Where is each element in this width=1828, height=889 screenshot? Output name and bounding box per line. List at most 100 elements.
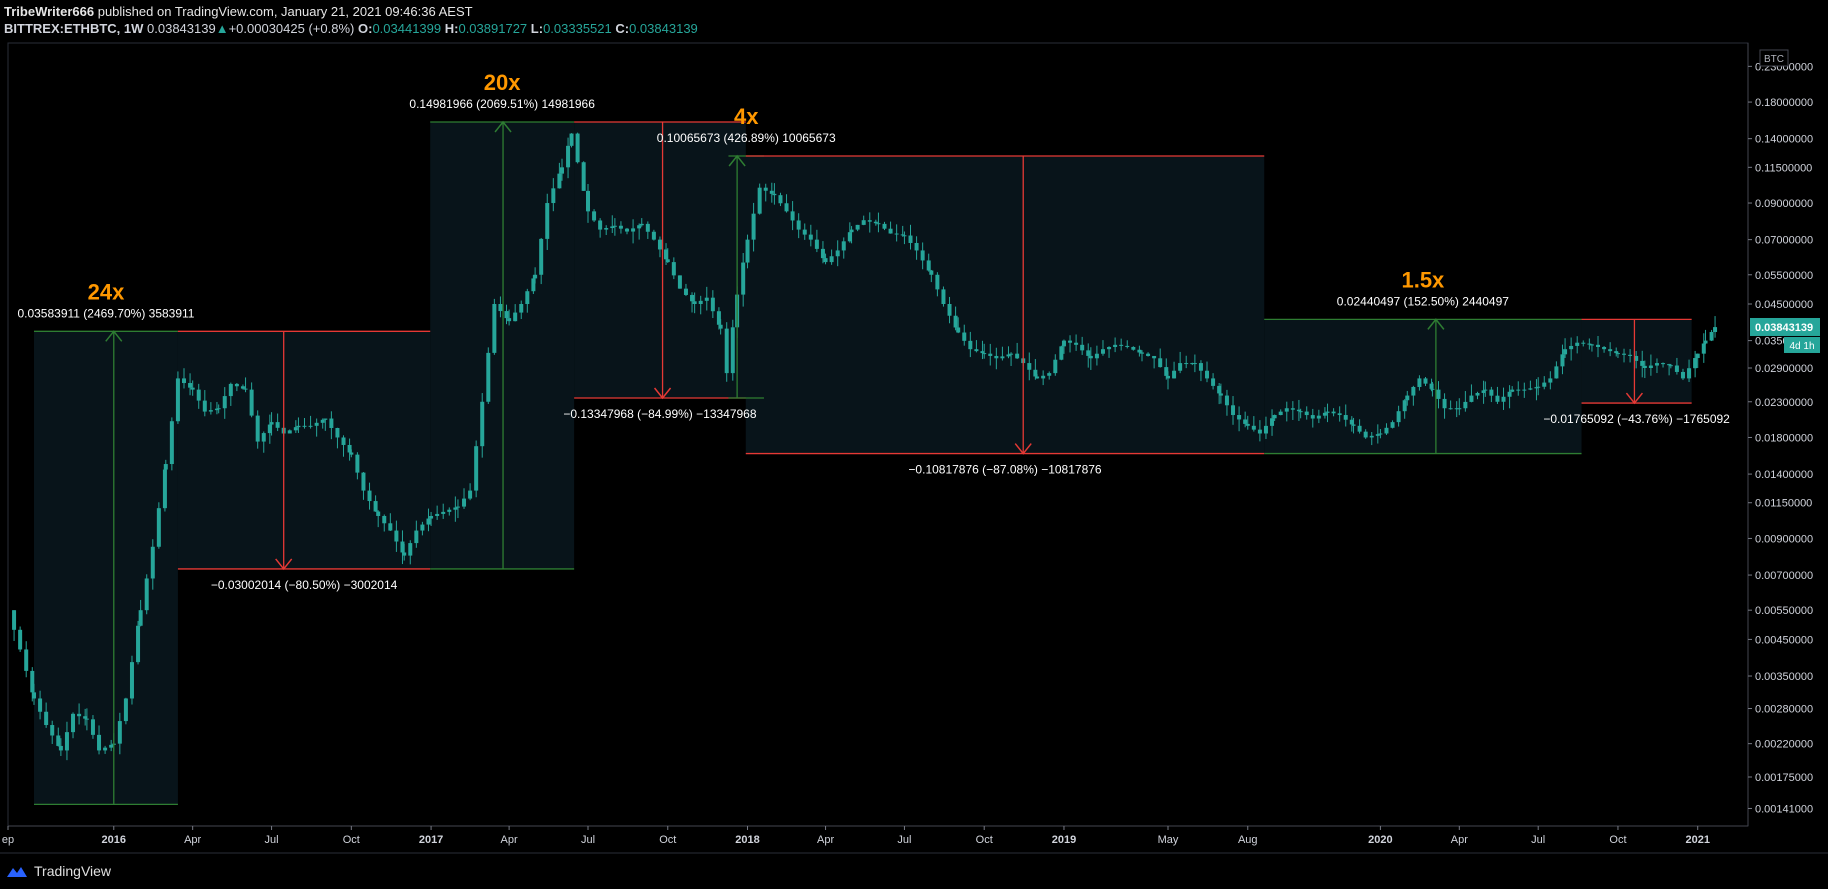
candle-body <box>557 173 562 189</box>
candle-body <box>308 425 313 427</box>
candle <box>902 231 907 245</box>
measure-label: −0.03002014 (−80.50%) −3002014 <box>211 578 398 592</box>
candle-body <box>1100 349 1105 354</box>
fall-measurement[interactable]: −0.01765092 (−43.76%) −1765092 <box>1543 318 1730 426</box>
candle <box>814 229 819 253</box>
candle-body <box>1668 365 1673 367</box>
price-axis[interactable]: 0.230000000.180000000.140000000.11500000… <box>1747 43 1820 826</box>
candle <box>772 183 777 205</box>
candle <box>163 459 168 475</box>
price-tick-label: 0.00450000 <box>1755 634 1813 646</box>
candle-body <box>1429 383 1434 389</box>
candle <box>1575 336 1580 354</box>
candle <box>293 420 298 434</box>
candle <box>1507 385 1512 409</box>
candle <box>610 215 615 234</box>
high-label: H: <box>444 21 459 36</box>
candle <box>1349 416 1354 432</box>
candle-body <box>716 311 721 325</box>
candle-body <box>341 437 346 445</box>
candle-body <box>234 383 239 387</box>
fall-zone <box>177 331 431 569</box>
candle <box>335 427 340 449</box>
candle <box>162 464 167 512</box>
candle <box>287 429 292 434</box>
time-axis[interactable]: ep 2016 Apr Jul Oct 2017 Apr Jul Oct 2018 Apr Jul Oc… <box>2 825 1748 846</box>
candle <box>1642 360 1647 379</box>
symbol-label[interactable]: BITTREX:ETHBTC, 1W <box>4 21 144 36</box>
candle-body <box>1628 354 1633 356</box>
candle-body <box>604 228 609 230</box>
candle-body <box>1615 353 1620 355</box>
candle <box>97 725 102 755</box>
candle-body <box>1667 364 1672 366</box>
candle <box>1304 406 1309 420</box>
candle-body <box>982 353 987 355</box>
candle-body <box>1139 352 1144 354</box>
rise-measurement[interactable]: 0.14981966 (2069.51%) 14981966 20x <box>409 70 595 570</box>
candle-body <box>745 239 750 263</box>
candle <box>1587 338 1592 350</box>
candle-body <box>240 386 245 389</box>
currency-box[interactable] <box>1759 49 1789 67</box>
candle-body <box>1642 365 1647 369</box>
candle-body <box>1674 365 1679 372</box>
candle-body <box>1554 366 1559 379</box>
candle-body <box>1481 390 1486 393</box>
candle <box>1278 409 1283 416</box>
candle-body <box>941 289 946 304</box>
candle-body <box>551 188 556 204</box>
candle <box>847 222 852 243</box>
rise-measurement[interactable]: 0.02440497 (152.50%) 2440497 1.5x <box>1264 267 1582 455</box>
candle-body <box>367 490 372 502</box>
candle <box>138 599 143 627</box>
candle <box>1596 336 1601 358</box>
candle <box>77 703 82 725</box>
candle <box>1615 352 1620 359</box>
candle <box>956 317 961 334</box>
rise-measurement[interactable]: 0.03583911 (2469.70%) 3583911 24x <box>17 279 195 806</box>
candle-body <box>382 515 387 524</box>
price-tick-label: 0.18000000 <box>1755 97 1813 109</box>
candle-body <box>1041 375 1046 379</box>
candle <box>873 219 878 226</box>
candle <box>24 641 29 678</box>
candle-body <box>1563 349 1568 355</box>
candle-body <box>1047 373 1052 376</box>
candle <box>468 483 473 501</box>
rise-measurement[interactable]: 0.10065673 (426.89%) 10065673 4x <box>657 104 836 399</box>
candle <box>1402 399 1407 419</box>
candle-body <box>657 239 662 250</box>
candle-body <box>1164 367 1169 376</box>
candle <box>612 218 617 236</box>
candle <box>849 226 854 244</box>
candle <box>820 241 825 264</box>
candle-body <box>1211 378 1216 386</box>
price-tick-label: 0.00175000 <box>1755 772 1813 784</box>
candle <box>156 502 161 549</box>
candle <box>539 238 544 285</box>
candle-body <box>190 387 195 390</box>
candle-body <box>1442 398 1447 409</box>
fall-measurement[interactable]: −0.10817876 (−87.08%) −10817876 <box>745 155 1265 477</box>
candle <box>1041 370 1046 386</box>
open-value: 0.03441399 <box>372 21 442 36</box>
fall-measurement[interactable]: −0.03002014 (−80.50%) −3002014 <box>177 330 431 592</box>
candle <box>1035 374 1040 379</box>
candle <box>1548 371 1553 390</box>
candle-body <box>1107 347 1112 350</box>
candle <box>429 511 434 526</box>
publisher-name[interactable]: TribeWriter666 <box>4 4 95 19</box>
candle-body <box>347 444 352 453</box>
candle-body <box>1417 378 1422 387</box>
time-tick-label: Oct <box>976 834 993 846</box>
candle-body <box>400 541 405 553</box>
high-value: 0.03891727 <box>458 21 528 36</box>
candle <box>355 452 360 480</box>
fall-measurement[interactable]: −0.13347968 (−84.99%) −13347968 <box>563 121 757 421</box>
last-price: 0.03843139 <box>147 21 216 36</box>
candle-body <box>144 578 149 611</box>
tradingview-brand[interactable]: TradingView <box>6 863 111 879</box>
candle <box>1483 381 1488 397</box>
